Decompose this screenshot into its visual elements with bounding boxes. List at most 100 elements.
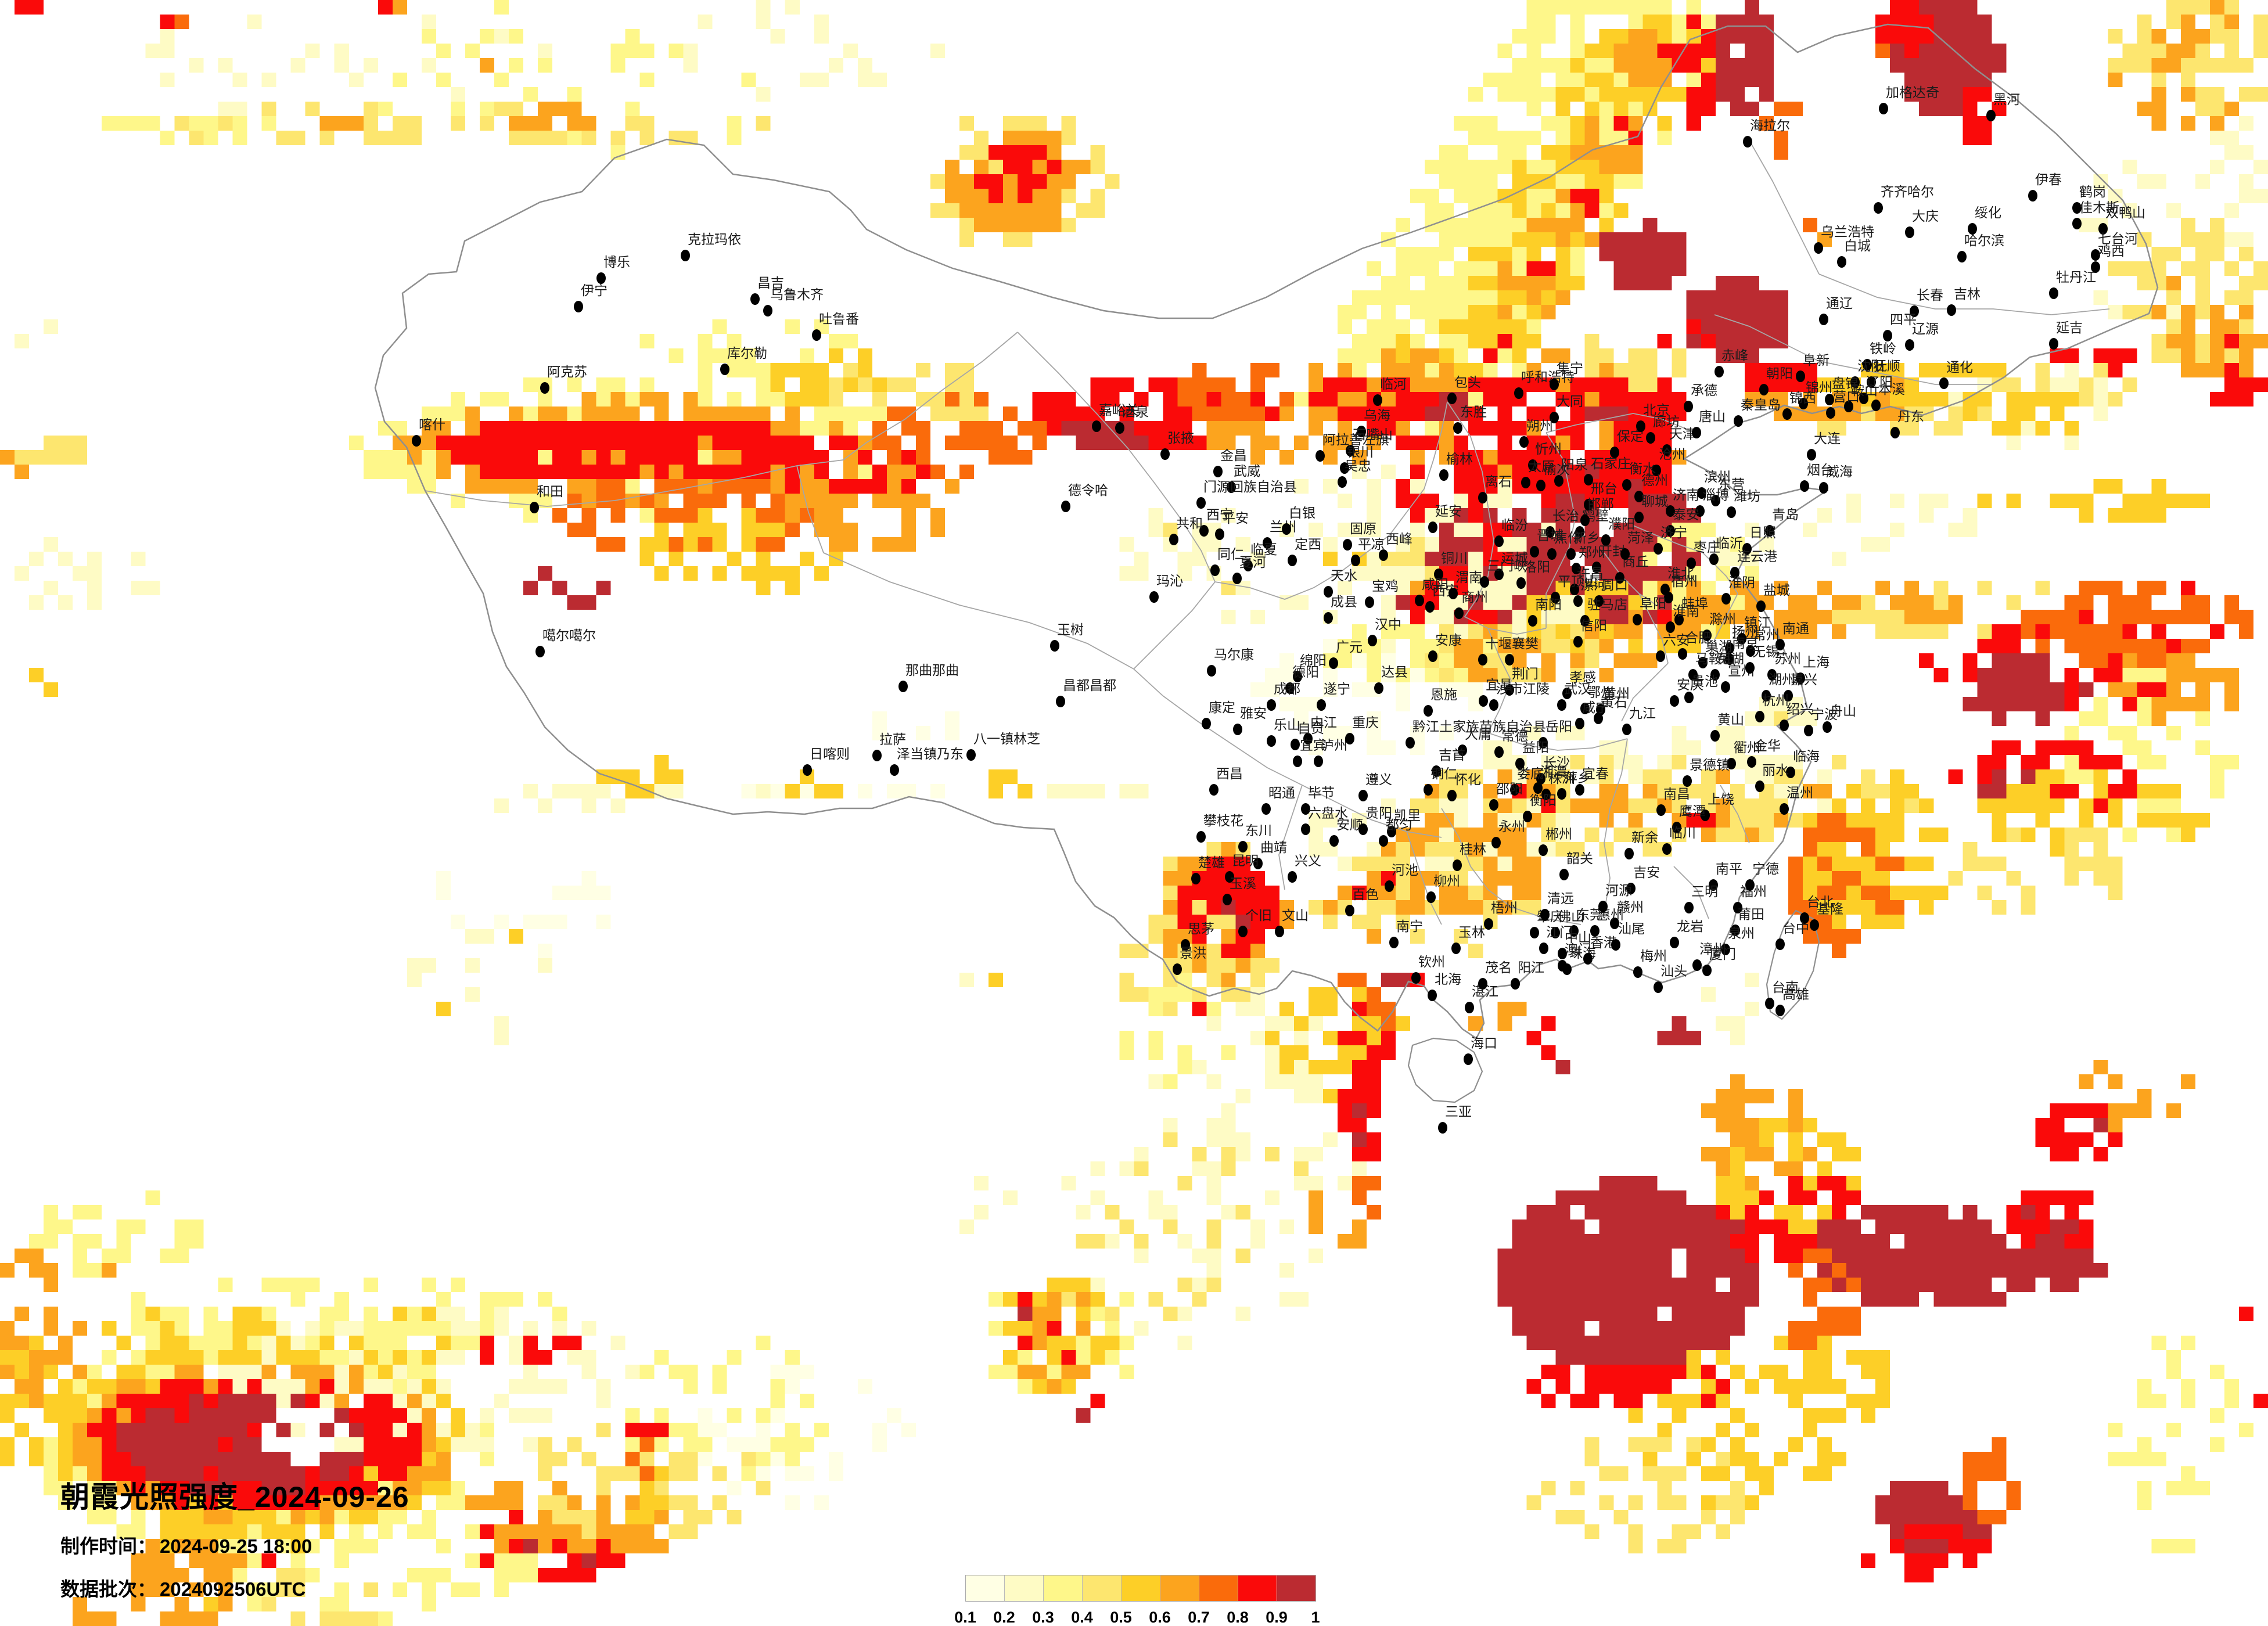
city-dot-icon — [1765, 525, 1774, 537]
city-label: 拉萨 — [879, 732, 906, 747]
city-dot-icon — [1580, 615, 1590, 627]
city-label: 共和 — [1176, 516, 1203, 531]
legend-labels: 0.1 0.2 0.3 0.4 0.5 0.6 0.7 0.8 0.9 1 — [954, 1609, 1320, 1626]
city-dot-icon — [1867, 376, 1876, 388]
city-label: 呼和浩特 — [1521, 369, 1575, 384]
city-label: 个旧 — [1245, 908, 1272, 923]
city-dot-icon — [1683, 775, 1692, 787]
city-label: 北海 — [1435, 972, 1461, 987]
city-dot-icon — [574, 301, 583, 312]
city-label: 菏泽 — [1627, 530, 1654, 545]
city-label: 淮北 — [1667, 566, 1694, 581]
city-label: 漯河 — [1580, 577, 1607, 592]
city-dot-icon — [1837, 256, 1846, 268]
city-dot-icon — [1756, 600, 1766, 612]
city-label: 泽当镇乃东 — [897, 746, 964, 761]
city-label: 百色 — [1352, 887, 1379, 902]
city-dot-icon — [1601, 534, 1611, 546]
legend-swatch — [1044, 1575, 1083, 1601]
city-label: 朔州 — [1526, 418, 1553, 433]
legend-tick-label: 0.2 — [993, 1609, 1015, 1626]
city-label: 黑河 — [1993, 92, 2020, 107]
city-dot-icon — [1575, 784, 1584, 796]
city-label: 淮南 — [1673, 603, 1699, 618]
city-label: 长沙 — [1543, 755, 1570, 770]
city-dot-icon — [1733, 902, 1742, 913]
city-dot-icon — [1454, 607, 1464, 619]
city-dot-icon — [2098, 223, 2108, 235]
city-label: 周口 — [1601, 577, 1628, 592]
city-label: 延吉 — [2056, 320, 2083, 335]
city-label: 东营 — [1718, 477, 1745, 492]
city-label: 日喀则 — [810, 746, 850, 761]
city-dot-icon — [1573, 636, 1583, 647]
city-label: 焦作 — [1554, 530, 1581, 545]
city-dot-icon — [1710, 669, 1720, 681]
city-dot-icon — [1711, 495, 1720, 506]
city-label: 宝鸡 — [1372, 578, 1399, 593]
city-dot-icon — [1575, 718, 1584, 729]
city-label: 牡丹江 — [2056, 269, 2096, 285]
city-dot-icon — [1737, 633, 1746, 645]
city-label: 锦州 — [1806, 380, 1832, 395]
city-dot-icon — [1721, 593, 1731, 605]
city-dot-icon — [1439, 469, 1448, 481]
city-dot-icon — [1636, 420, 1645, 432]
city-dot-icon — [1374, 682, 1383, 694]
city-dot-icon — [1191, 873, 1201, 884]
city-dot-icon — [1479, 695, 1488, 707]
city-dot-icon — [1782, 408, 1792, 420]
city-label: 文山 — [1282, 908, 1309, 923]
city-label: 澳门 — [1565, 942, 1591, 957]
city-dot-icon — [1746, 645, 1755, 657]
city-dot-icon — [1210, 564, 1220, 576]
city-label: 三亚 — [1445, 1104, 1472, 1119]
city-dot-icon — [1385, 880, 1394, 892]
legend-tick-label: 1 — [1311, 1609, 1320, 1626]
city-label: 桂林 — [1460, 841, 1486, 857]
city-dot-icon — [1871, 400, 1881, 411]
city-label: 威海 — [1826, 464, 1853, 479]
city-dot-icon — [1478, 492, 1487, 503]
city-dot-icon — [1301, 823, 1310, 835]
city-label: 成县 — [1331, 594, 1357, 609]
city-label: 攀枝花 — [1203, 813, 1243, 828]
city-label: 黄州 — [1603, 686, 1630, 701]
city-label: 东胜 — [1460, 404, 1487, 419]
city-dot-icon — [1743, 136, 1752, 148]
city-dot-icon — [1453, 859, 1462, 871]
city-label: 洛阳 — [1523, 559, 1550, 574]
city-label: 漳州 — [1699, 941, 1726, 956]
city-label: 咸宁 — [1582, 700, 1609, 715]
city-label: 东川 — [1245, 823, 1272, 838]
city-dot-icon — [1844, 401, 1853, 412]
city-label: 张掖 — [1167, 430, 1194, 445]
city-label: 濮阳 — [1608, 516, 1635, 531]
city-label: 盐城 — [1763, 582, 1790, 598]
city-dot-icon — [1762, 690, 1771, 702]
city-dot-icon — [1149, 591, 1159, 603]
city-dot-icon — [1684, 902, 1694, 913]
city-dot-icon — [1343, 539, 1352, 551]
city-label: 银川 — [1347, 444, 1374, 459]
city-dot-icon — [1697, 487, 1706, 499]
city-dot-icon — [1199, 525, 1209, 537]
city-label: 商丘 — [1622, 554, 1649, 569]
city-dot-icon — [1387, 826, 1396, 837]
city-label: 青岛 — [1772, 507, 1799, 522]
city-label: 衢州 — [1734, 740, 1760, 755]
city-label: 台中 — [1782, 920, 1809, 936]
city-label: 康定 — [1209, 700, 1235, 715]
city-dot-icon — [1181, 939, 1190, 951]
city-label: 恩施 — [1430, 687, 1457, 702]
city-label: 兴义 — [1295, 853, 1321, 868]
city-dot-icon — [1173, 963, 1182, 975]
city-dot-icon — [1365, 596, 1374, 608]
city-dot-icon — [1282, 523, 1291, 535]
city-label: 唐山 — [1699, 409, 1726, 424]
city-label: 克拉玛依 — [688, 232, 741, 247]
city-label: 绥化 — [1975, 205, 2001, 220]
city-label: 通辽 — [1826, 296, 1853, 311]
city-dot-icon — [1301, 803, 1310, 815]
city-label: 沈阳 — [1857, 358, 1884, 373]
